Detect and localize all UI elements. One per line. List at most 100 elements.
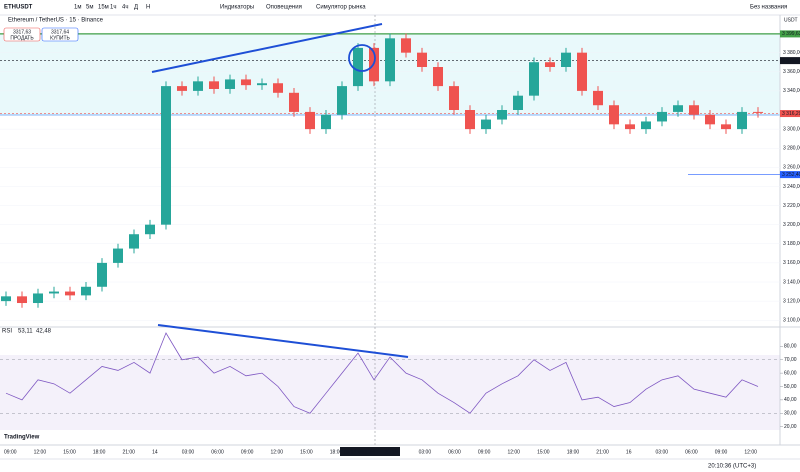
circle-drawing xyxy=(348,44,376,72)
rsi-readout: 53,11 xyxy=(18,329,33,335)
alerts-button[interactable]: Оповещения xyxy=(266,5,302,11)
rsi-line xyxy=(5,332,759,414)
candle-body xyxy=(689,105,699,115)
symbol[interactable]: ETHUSDT xyxy=(4,5,33,11)
price-tick-label: 3 280,00 xyxy=(783,146,800,152)
time-tick-label: 06:00 xyxy=(448,449,461,455)
time-tick-label: 16 xyxy=(626,449,632,455)
candle-body xyxy=(145,224,155,235)
time-tick-label: 21:00 xyxy=(122,449,135,455)
time-tick-label: 09:00 xyxy=(478,449,491,455)
time-tick-label: 21:00 xyxy=(596,449,609,455)
time-tick-label: 12:00 xyxy=(744,449,757,455)
rsi-tick-label: 50,00 xyxy=(784,384,797,390)
candle-body xyxy=(705,114,715,125)
interval-button[interactable]: Д xyxy=(134,5,138,11)
crosshair-date: ср 14 Фев '24 xyxy=(344,449,375,455)
candle-body xyxy=(529,62,539,96)
price-tick-label: 3 340,00 xyxy=(783,88,800,94)
price-tick-label: 3 380,00 xyxy=(783,50,800,56)
price-tick-label: 3 220,00 xyxy=(783,203,800,209)
candle-body xyxy=(193,81,203,91)
candle-body xyxy=(625,124,635,130)
candle-body xyxy=(49,291,59,294)
layout-name[interactable]: Без названия xyxy=(750,5,787,11)
sell-button[interactable] xyxy=(3,27,41,42)
time-tick-label: 03:00 xyxy=(419,449,432,455)
price-label: 3 399,63 xyxy=(782,31,800,37)
candle-body xyxy=(737,111,747,130)
time-tick-label: 18:00 xyxy=(567,449,580,455)
candle-body xyxy=(209,81,219,89)
time-tick-label: 03:00 xyxy=(656,449,669,455)
candle-body xyxy=(449,86,459,110)
bottom-bar xyxy=(0,460,800,472)
price-tick-label: 3 180,00 xyxy=(783,241,800,247)
interval-button[interactable]: 4ч xyxy=(122,5,128,11)
trend-line xyxy=(157,324,409,358)
interval-button[interactable]: Н xyxy=(146,5,150,11)
candle-body xyxy=(321,114,331,130)
candle-body xyxy=(417,52,427,67)
price-tick-label: 3 360,00 xyxy=(783,69,800,75)
price-tick-label: 3 100,00 xyxy=(783,318,800,324)
candle-body xyxy=(513,95,523,110)
price-label-bg xyxy=(780,57,800,65)
crosshair-time: 21:15 xyxy=(385,449,398,455)
time-tick-label: 09:00 xyxy=(241,449,254,455)
top-toolbar xyxy=(0,0,800,15)
price-label: 3 252,40 xyxy=(782,172,800,178)
candle-body xyxy=(305,111,315,130)
rsi-tick-label: 80,00 xyxy=(784,344,797,350)
interval-button[interactable]: 15м xyxy=(98,5,109,11)
candle-body xyxy=(337,86,347,115)
buy-label[interactable]: КУПИТЬ xyxy=(50,35,70,41)
price-tick-label: 3 260,00 xyxy=(783,165,800,171)
candle-body xyxy=(113,248,123,263)
candle-body xyxy=(609,105,619,125)
interval-button[interactable]: 5м xyxy=(86,5,93,11)
time-tick-label: 18:00 xyxy=(330,449,343,455)
price-tick-label: 3 300,00 xyxy=(783,126,800,132)
price-tick-label: 3 240,00 xyxy=(783,184,800,190)
candle-body xyxy=(33,293,43,304)
price-label-bg xyxy=(780,171,800,179)
time-tick-label: 18:00 xyxy=(93,449,106,455)
price-label-bg xyxy=(780,30,800,38)
candle-body xyxy=(65,291,75,296)
interval-button[interactable]: 1м xyxy=(74,5,81,11)
sell-price[interactable]: 3317,63 xyxy=(13,29,31,35)
candle-body xyxy=(161,86,171,225)
rsi-tick-label: 70,00 xyxy=(784,357,797,363)
time-tick-label: 12:00 xyxy=(271,449,284,455)
buy-price[interactable]: 3317,64 xyxy=(51,29,69,35)
candle-body xyxy=(641,121,651,130)
time-tick-label: 12:00 xyxy=(34,449,47,455)
candle-body xyxy=(561,52,571,67)
time-tick-label: 14 xyxy=(152,449,158,455)
candle-body xyxy=(129,234,139,249)
time-tick-label: 15:00 xyxy=(63,449,76,455)
time-tick-label: 09:00 xyxy=(715,449,728,455)
trend-line xyxy=(151,23,383,73)
sell-label[interactable]: ПРОДАТЬ xyxy=(10,35,34,41)
candle-body xyxy=(577,52,587,91)
candle-body xyxy=(401,38,411,53)
time-tick-label: 09:00 xyxy=(4,449,17,455)
price-label: 3 371,70 xyxy=(782,58,800,64)
rsi-tick-label: 20,00 xyxy=(784,424,797,430)
simulator-button[interactable]: Симулятор рынка xyxy=(316,5,366,11)
price-tick-label: 3 140,00 xyxy=(783,279,800,285)
interval-button[interactable]: 1ч xyxy=(110,5,116,11)
candle-body xyxy=(289,92,299,112)
buy-button[interactable] xyxy=(41,27,79,42)
indicators-button[interactable]: Индикаторы xyxy=(220,5,254,11)
candle-body xyxy=(81,286,91,296)
candle-body xyxy=(673,105,683,112)
rsi-title: RSI xyxy=(2,329,12,335)
candle-body xyxy=(385,38,395,82)
rsi-tick-label: 60,00 xyxy=(784,370,797,376)
candle-body xyxy=(433,67,443,87)
